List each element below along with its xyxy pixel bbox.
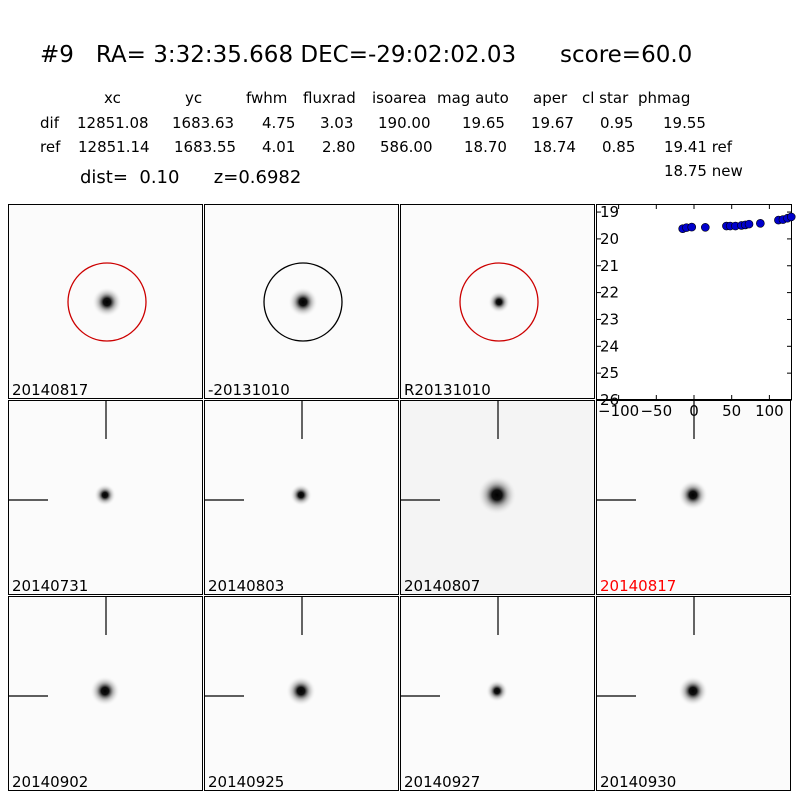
source-blob	[290, 484, 312, 506]
y-tick-label: 19	[600, 203, 619, 221]
y-tick-label: 25	[600, 364, 619, 382]
image-stamp: 20140731	[8, 400, 203, 595]
source-blob	[286, 676, 316, 706]
stamp-date-label: 20140927	[404, 773, 481, 791]
aperture-circle	[67, 262, 147, 342]
table-cell: 1683.63	[172, 114, 235, 132]
image-stamp: 20140817	[596, 400, 791, 595]
column-header: mag auto	[437, 89, 509, 107]
data-point	[744, 219, 754, 229]
candidate-title: #9 RA= 3:32:35.668 DEC=-29:02:02.03 scor…	[40, 42, 693, 68]
table-cell: 2.80	[322, 138, 356, 156]
table-cell: 19.67	[531, 114, 574, 132]
source-blob	[678, 676, 708, 706]
image-stamp: 20140925	[204, 596, 399, 791]
table-cell: 190.00	[378, 114, 431, 132]
y-tick-label: 23	[600, 310, 619, 328]
row-label: dif	[40, 114, 59, 132]
table-cell: 586.00	[380, 138, 433, 156]
x-tick-label: 50	[722, 402, 741, 420]
table-cell: 3.03	[320, 114, 354, 132]
column-header: aper	[533, 89, 568, 107]
stamp-date-label: 20140817	[600, 577, 677, 595]
dist-redshift: dist= 0.10 z=0.6982	[80, 167, 302, 188]
y-tick-label: 20	[600, 230, 619, 248]
y-tick-label: 21	[600, 257, 619, 275]
table-cell: 0.95	[600, 114, 634, 132]
table-cell: 18.70	[464, 138, 507, 156]
source-blob	[90, 676, 120, 706]
stamp-date-label: 20140930	[600, 773, 677, 791]
image-stamp: 20140807	[400, 400, 595, 595]
image-stamp: 20140927	[400, 596, 595, 791]
image-stamp: 20140902	[8, 596, 203, 791]
table-cell: 18.74	[533, 138, 576, 156]
data-point	[786, 212, 796, 222]
table-cell: 19.55	[663, 114, 706, 132]
stamp-date-label: 20140807	[404, 577, 481, 595]
image-stamp: 20140817	[8, 204, 203, 399]
stamp-date-label: -20131010	[208, 381, 290, 399]
column-header: isoarea	[372, 89, 427, 107]
x-tick-label: −100	[598, 402, 639, 420]
table-cell: 0.85	[602, 138, 636, 156]
table-cell: 12851.08	[77, 114, 149, 132]
x-tick-label: −50	[640, 402, 672, 420]
column-header: phmag	[638, 89, 691, 107]
table-cell: 4.75	[262, 114, 296, 132]
table-cell: 4.01	[262, 138, 296, 156]
new-mag: 18.75 new	[664, 162, 743, 180]
lightcurve-plot: 19 20 21 22 23 24 25 26−100 −50 0 50 100	[596, 203, 796, 420]
y-tick-label: 26	[600, 391, 619, 409]
aperture-circle	[263, 262, 343, 342]
x-tick-label: 100	[755, 402, 784, 420]
stamp-date-label: 20140803	[208, 577, 285, 595]
table-cell: 19.41 ref	[664, 138, 733, 156]
y-tick-label: 24	[600, 337, 619, 355]
source-blob	[477, 475, 517, 515]
data-point	[701, 223, 710, 232]
stamp-date-label: 20140731	[12, 577, 89, 595]
image-stamp: R20131010	[400, 204, 595, 399]
column-header: cl star	[582, 89, 629, 107]
data-point	[687, 222, 697, 232]
x-tick-label: 0	[689, 402, 699, 420]
table-cell: 19.65	[462, 114, 505, 132]
source-blob	[678, 480, 708, 510]
source-blob	[92, 287, 122, 317]
column-header: yc	[185, 89, 203, 107]
source-blob	[94, 484, 116, 506]
image-stamp: 20140803	[204, 400, 399, 595]
column-header: fluxrad	[303, 89, 356, 107]
table-cell: 12851.14	[78, 138, 150, 156]
column-header: xc	[104, 89, 121, 107]
stamp-date-label: 20140925	[208, 773, 285, 791]
data-point	[756, 219, 765, 228]
source-blob	[486, 680, 508, 702]
row-label: ref	[40, 138, 61, 156]
stamp-date-label: R20131010	[404, 381, 491, 399]
source-blob	[288, 287, 318, 317]
plot-frame	[596, 204, 792, 400]
column-header: fwhm	[246, 89, 288, 107]
table-cell: 1683.55	[174, 138, 237, 156]
source-blob	[488, 291, 510, 313]
image-stamp: -20131010	[204, 204, 399, 399]
y-tick-label: 22	[600, 284, 619, 302]
stamp-date-label: 20140817	[12, 381, 89, 399]
aperture-circle	[459, 262, 539, 342]
stamp-date-label: 20140902	[12, 773, 89, 791]
image-stamp: 20140930	[596, 596, 791, 791]
